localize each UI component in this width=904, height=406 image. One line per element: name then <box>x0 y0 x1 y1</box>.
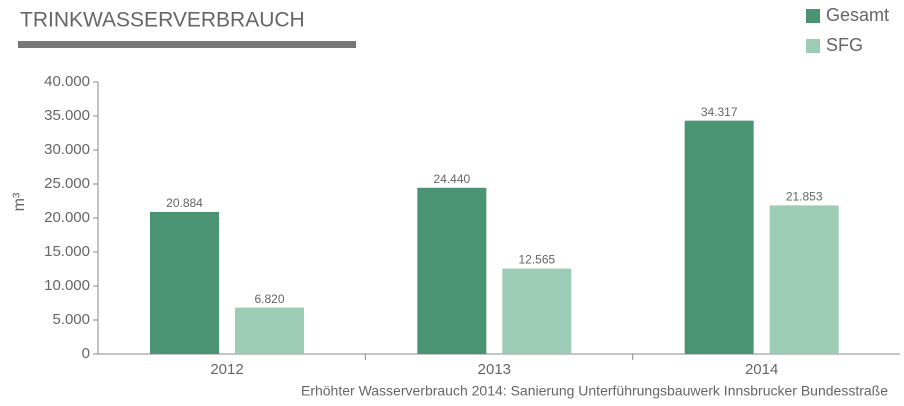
value-label: 6.820 <box>254 292 284 306</box>
chart-title: TRINKWASSERVERBRAUCH <box>20 9 305 32</box>
x-tick-label: 2012 <box>210 361 243 378</box>
bar <box>235 307 304 354</box>
value-label: 21.853 <box>786 190 823 204</box>
y-tick-label: 20.000 <box>44 209 90 226</box>
bar <box>769 205 839 354</box>
y-tick-label: 5.000 <box>52 311 90 328</box>
legend-label: Gesamt <box>826 5 889 25</box>
y-tick-label: 10.000 <box>44 277 90 294</box>
footnote: Erhöhter Wasserverbrauch 2014: Sanierung… <box>301 383 888 399</box>
value-label: 24.440 <box>433 172 470 186</box>
y-tick-label: 0 <box>82 345 90 362</box>
value-label: 34.317 <box>701 105 738 119</box>
y-tick-label: 15.000 <box>44 243 90 260</box>
x-tick-label: 2014 <box>745 361 778 378</box>
value-label: 20.884 <box>166 196 203 210</box>
x-tick-label: 2013 <box>478 361 511 378</box>
bar <box>417 187 487 354</box>
legend-swatch <box>806 9 820 23</box>
y-tick-label: 35.000 <box>44 107 90 124</box>
legend-swatch <box>806 39 820 53</box>
legend-label: SFG <box>826 35 863 55</box>
y-tick-label: 40.000 <box>44 73 90 90</box>
bar <box>684 120 754 354</box>
y-axis-label: m³ <box>11 192 28 211</box>
title-underline <box>18 41 356 48</box>
bar <box>502 268 572 354</box>
bar <box>150 211 219 354</box>
y-tick-label: 30.000 <box>44 141 90 158</box>
y-tick-label: 25.000 <box>44 175 90 192</box>
value-label: 12.565 <box>518 253 555 267</box>
